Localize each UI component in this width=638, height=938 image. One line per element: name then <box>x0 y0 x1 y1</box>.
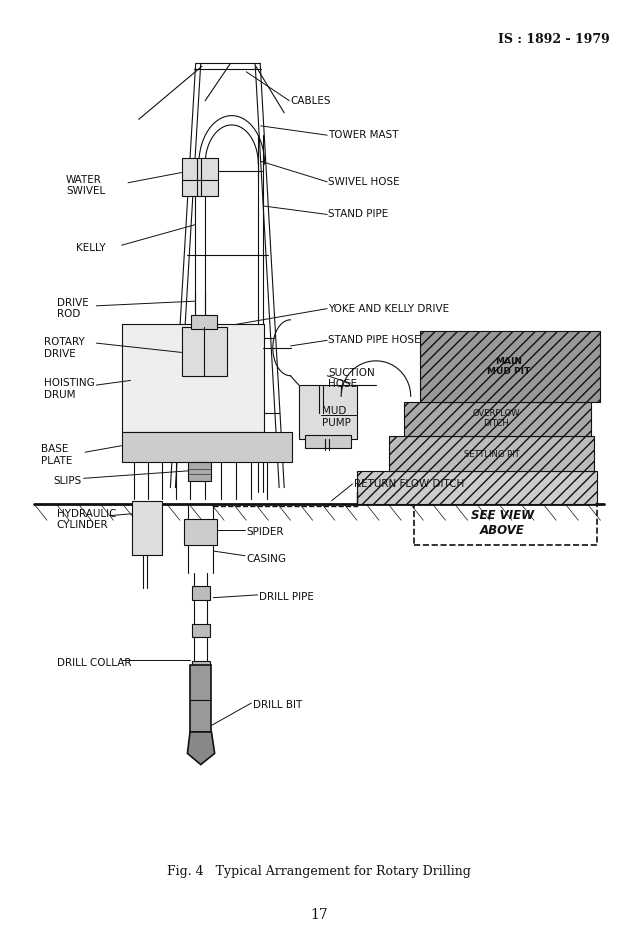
Bar <box>122 325 264 431</box>
Bar <box>192 624 210 637</box>
Text: Fig. 4   Typical Arrangement for Rotary Drilling: Fig. 4 Typical Arrangement for Rotary Dr… <box>167 866 471 878</box>
Text: CABLES: CABLES <box>290 96 331 106</box>
Text: HYDRAULIC
CYLINDER: HYDRAULIC CYLINDER <box>57 508 116 530</box>
Text: STAND PIPE HOSE: STAND PIPE HOSE <box>329 335 421 345</box>
Text: CASING: CASING <box>246 553 286 564</box>
Text: WATER
SWIVEL: WATER SWIVEL <box>66 174 105 196</box>
Text: SPIDER: SPIDER <box>246 527 284 537</box>
Text: SETTLING PIT: SETTLING PIT <box>464 449 519 459</box>
Bar <box>190 665 211 732</box>
Text: TOWER MAST: TOWER MAST <box>329 130 399 140</box>
Text: SUCTION
HOSE: SUCTION HOSE <box>329 368 375 389</box>
Bar <box>122 431 292 461</box>
Bar <box>299 386 357 439</box>
Bar <box>132 501 162 554</box>
Text: YOKE AND KELLY DRIVE: YOKE AND KELLY DRIVE <box>329 304 450 313</box>
Polygon shape <box>188 462 211 481</box>
Text: KELLY: KELLY <box>75 243 105 253</box>
Bar <box>414 499 597 546</box>
Text: SWIVEL HOSE: SWIVEL HOSE <box>329 176 400 187</box>
Polygon shape <box>420 331 600 401</box>
Bar <box>184 520 217 546</box>
Polygon shape <box>389 436 594 471</box>
Text: MAIN
MUD PIT: MAIN MUD PIT <box>487 356 530 376</box>
Bar <box>192 586 210 599</box>
Text: BASE
PLATE: BASE PLATE <box>41 445 72 466</box>
Text: STAND PIPE: STAND PIPE <box>329 209 389 219</box>
Circle shape <box>144 369 167 401</box>
Text: MUD
PUMP: MUD PUMP <box>322 406 351 428</box>
Polygon shape <box>404 401 591 436</box>
Text: DRILL COLLAR: DRILL COLLAR <box>57 658 131 668</box>
Bar <box>192 661 210 674</box>
Text: RETURN FLOW DITCH: RETURN FLOW DITCH <box>354 479 464 489</box>
Text: SEE VIEW
ABOVE: SEE VIEW ABOVE <box>471 509 534 537</box>
Text: OVERFLOW
DITCH: OVERFLOW DITCH <box>472 409 520 429</box>
Bar <box>305 435 351 448</box>
Polygon shape <box>357 471 597 505</box>
Bar <box>191 315 216 329</box>
Polygon shape <box>188 732 214 764</box>
Text: 17: 17 <box>310 908 328 922</box>
Text: ROTARY
DRIVE: ROTARY DRIVE <box>44 337 85 358</box>
Bar <box>182 327 227 376</box>
Text: SLIPS: SLIPS <box>54 477 82 486</box>
Text: DRILL BIT: DRILL BIT <box>253 700 302 710</box>
Text: IS : 1892 - 1979: IS : 1892 - 1979 <box>498 33 610 46</box>
Text: DRIVE
ROD: DRIVE ROD <box>57 298 88 320</box>
Text: HOISTING
DRUM: HOISTING DRUM <box>44 378 94 400</box>
Text: DRILL PIPE: DRILL PIPE <box>259 592 314 602</box>
Circle shape <box>131 348 181 422</box>
Bar <box>182 159 218 196</box>
